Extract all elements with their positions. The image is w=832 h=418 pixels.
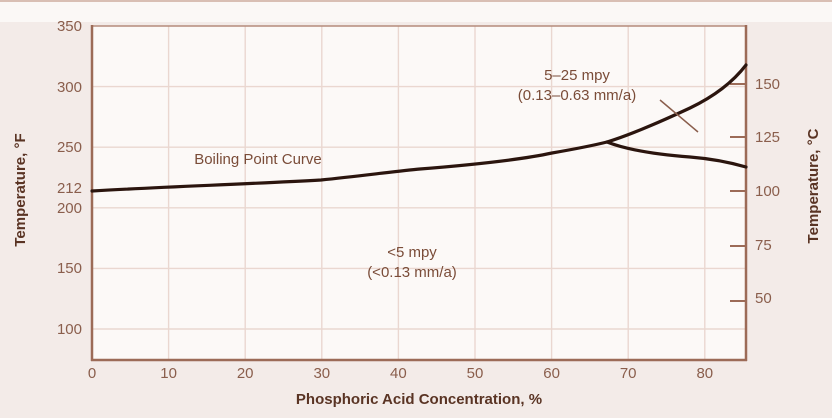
xtick-10: 10 — [160, 365, 177, 382]
ytick-right-150: 150 — [755, 76, 780, 93]
ytick-250: 250 — [57, 139, 82, 156]
top-band — [0, 2, 832, 22]
plot-area — [92, 26, 746, 360]
y-axis-right-title: Temperature, °C — [805, 128, 822, 243]
ytick-350: 350 — [57, 18, 82, 35]
vertical-gridlines — [167, 26, 706, 360]
ytick-right-50: 50 — [755, 290, 772, 307]
xtick-30: 30 — [313, 365, 330, 382]
region-high-rate-label: 5–25 mpy — [544, 67, 610, 84]
ytick-150: 150 — [57, 260, 82, 277]
xtick-20: 20 — [237, 365, 254, 382]
ytick-300: 300 — [57, 79, 82, 96]
x-tick-labels: 0 10 20 30 40 50 60 70 80 — [88, 365, 713, 382]
xtick-0: 0 — [88, 365, 96, 382]
region-high-rate-metric-label: (0.13–0.63 mm/a) — [518, 87, 636, 104]
annotation-leader-line — [659, 99, 699, 133]
ytick-200: 200 — [57, 200, 82, 217]
curves — [90, 63, 748, 193]
xtick-60: 60 — [543, 365, 560, 382]
top-border-line — [0, 0, 832, 2]
right-axis-ticks — [730, 83, 746, 302]
xtick-70: 70 — [620, 365, 637, 382]
xtick-50: 50 — [467, 365, 484, 382]
boiling-point-curve — [90, 140, 609, 193]
upper-boundary-curve — [605, 63, 748, 144]
right-tick-labels: 150 125 100 75 50 — [755, 76, 780, 307]
ytick-right-125: 125 — [755, 129, 780, 146]
left-tick-labels: 350 300 250 212 200 150 100 — [57, 18, 82, 338]
region-low-rate-metric-label: (<0.13 mm/a) — [367, 264, 457, 281]
lower-boundary-curve — [605, 140, 748, 169]
xtick-80: 80 — [696, 365, 713, 382]
xtick-40: 40 — [390, 365, 407, 382]
horizontal-gridlines — [92, 85, 746, 330]
ytick-100: 100 — [57, 321, 82, 338]
boiling-point-label: Boiling Point Curve — [194, 151, 322, 168]
y-axis-left-title: Temperature, °F — [12, 133, 29, 246]
ytick-right-100: 100 — [755, 183, 780, 200]
ytick-right-75: 75 — [755, 237, 772, 254]
region-low-rate-label: <5 mpy — [387, 244, 437, 261]
x-axis-title: Phosphoric Acid Concentration, % — [296, 391, 542, 408]
ytick-212: 212 — [57, 180, 82, 197]
